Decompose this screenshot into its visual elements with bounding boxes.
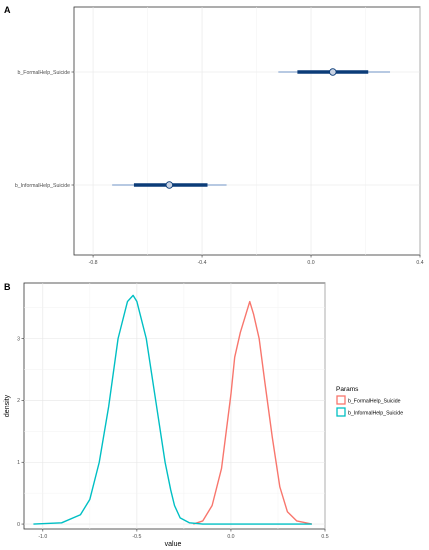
panel-b-y-tick-label: 3 [17, 336, 20, 342]
panel-a-y-tick-label: b_FormalHelp_Suicide [18, 70, 71, 76]
panel-a-x-tick-label: -0.8 [89, 260, 98, 266]
panel-b-x-tick-label: 0.5 [321, 534, 328, 540]
legend-title: Params [336, 386, 359, 393]
panel-b-y-axis-title: density [4, 394, 11, 417]
legend-key-formal [336, 395, 346, 405]
panel-b-x-axis-title: value [165, 541, 182, 548]
panel-b-x-tick-label: 0.0 [227, 534, 234, 540]
panel-a: -0.8 -0.4 0.0 0.4 b_FormalHelp_Suicide b_Info… [15, 7, 424, 266]
panel-b: -1.0 -0.5 0.0 0.5 0 1 2 3 [17, 283, 329, 540]
panel-b-y-tick-label: 2 [17, 398, 20, 404]
panel-b-y-tick-label: 0 [17, 522, 20, 528]
panel-b-x-tick-label: -0.5 [132, 534, 141, 540]
panel-a-plot-area [73, 6, 421, 256]
panel-b-letter: B [4, 282, 11, 292]
panel-b-x-tick-label: -1.0 [38, 534, 47, 540]
panel-a-x-tick-label: -0.4 [198, 260, 207, 266]
density-line-formal [193, 300, 312, 525]
legend: Params b_FormalHelp_Suicide b_InformalHe… [336, 386, 403, 417]
legend-label-formal: b_FormalHelp_Suicide [348, 399, 401, 405]
legend-label-informal: b_InformalHelp_Suicide [348, 411, 403, 417]
panel-b-plot-area [23, 282, 326, 530]
legend-key-informal [336, 407, 346, 417]
density-line-informal [33, 294, 312, 525]
interval-point [165, 181, 174, 189]
interval-point [329, 68, 337, 76]
panel-b-y-tick-label: 1 [17, 460, 20, 466]
panel-a-x-tick-label: 0.0 [307, 260, 314, 266]
panel-a-letter: A [4, 5, 11, 15]
panel-a-x-tick-label: 0.4 [416, 260, 423, 266]
panel-a-y-tick-label: b_InformalHelp_Suicide [15, 183, 70, 189]
